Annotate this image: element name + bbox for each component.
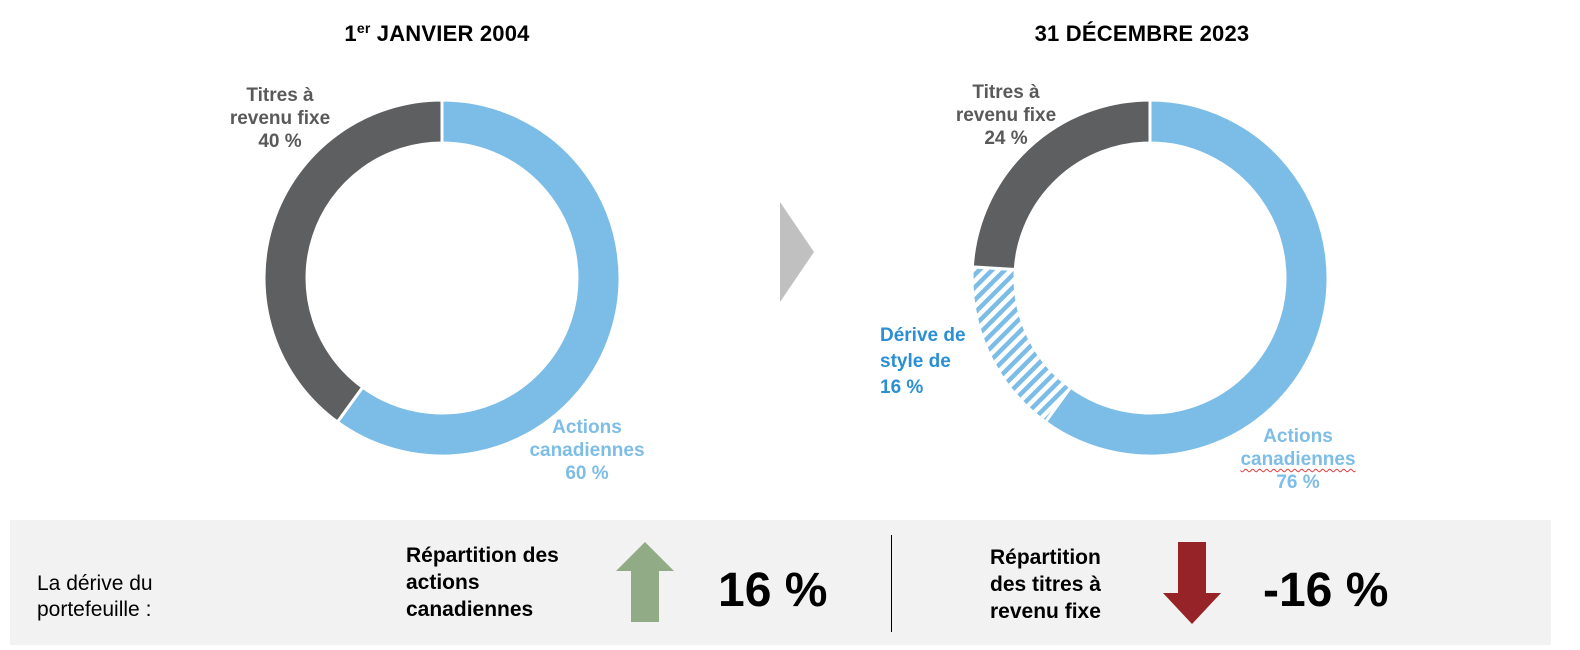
fixed-income-label-line: revenu fixe xyxy=(990,600,1101,623)
label-line: 16 % xyxy=(880,377,924,398)
slice-titres-revenu-fixe-2004 xyxy=(262,98,444,425)
drift-summary-panel xyxy=(10,520,1551,645)
summary-divider xyxy=(891,535,892,632)
label-line: 40 % xyxy=(258,131,302,152)
equity-label-line: canadiennes xyxy=(406,598,534,621)
fixed-income-label-line: Répartition xyxy=(990,546,1101,569)
label-line: Titres à xyxy=(246,85,314,106)
chart-1-title: 1er JANVIER 2004 xyxy=(237,21,637,47)
equity-label-line: Répartition des xyxy=(406,544,559,567)
arrow-down-icon xyxy=(1163,542,1221,624)
label-line: 60 % xyxy=(565,463,609,484)
drift-label-line: La dérive du xyxy=(37,572,153,595)
donut-chart-2023 xyxy=(970,98,1330,458)
donut-chart-2004 xyxy=(262,98,622,458)
label-line: Titres à xyxy=(972,82,1040,103)
chart-1-title-rest: JANVIER 2004 xyxy=(370,21,530,46)
label-line: Actions xyxy=(552,417,622,438)
label-line: 76 % xyxy=(1276,472,1320,493)
label-line: canadiennes xyxy=(529,440,645,461)
label-line: Dérive de xyxy=(880,325,966,346)
label-titres-revenu-fixe-2023: Titres à revenu fixe 24 % xyxy=(936,81,1076,150)
label-line: canadiennes xyxy=(1240,449,1356,470)
label-line: 24 % xyxy=(984,128,1028,149)
label-line: revenu fixe xyxy=(229,108,331,129)
arrow-up-icon xyxy=(616,542,674,622)
label-line: style de xyxy=(880,351,951,372)
label-line: Actions xyxy=(1263,426,1333,447)
slice-titres-revenu-fixe-2023 xyxy=(970,98,1152,272)
label-actions-canadiennes-2023: Actions canadiennes 76 % xyxy=(1223,425,1373,494)
label-line: revenu fixe xyxy=(955,105,1057,126)
drift-summary-label: La dérive du portefeuille : xyxy=(37,571,153,623)
label-derive-de-style-2023: Dérive de style de 16 % xyxy=(880,323,990,401)
transition-arrow-icon xyxy=(780,202,814,302)
chart-1-title-main: 1 xyxy=(344,21,357,46)
fixed-income-label-line: des titres à xyxy=(990,573,1101,596)
label-titres-revenu-fixe-2004: Titres à revenu fixe 40 % xyxy=(210,84,350,153)
chart-2-title: 31 DÉCEMBRE 2023 xyxy=(1034,21,1250,46)
drift-label-line: portefeuille : xyxy=(37,598,152,621)
equity-drift-value: 16 % xyxy=(718,564,828,617)
slice-actions-canadiennes-2023 xyxy=(1043,98,1330,458)
fixed-income-allocation-label: Répartition des titres à revenu fixe xyxy=(990,544,1101,625)
label-actions-canadiennes-2004: Actions canadiennes 60 % xyxy=(512,416,662,485)
fixed-income-drift-value: -16 % xyxy=(1263,564,1389,617)
equity-label-line: actions xyxy=(406,571,480,594)
equity-allocation-label: Répartition des actions canadiennes xyxy=(406,542,559,623)
chart-1-title-sup: er xyxy=(356,20,371,36)
slice-actions-canadiennes-2004 xyxy=(335,98,622,458)
